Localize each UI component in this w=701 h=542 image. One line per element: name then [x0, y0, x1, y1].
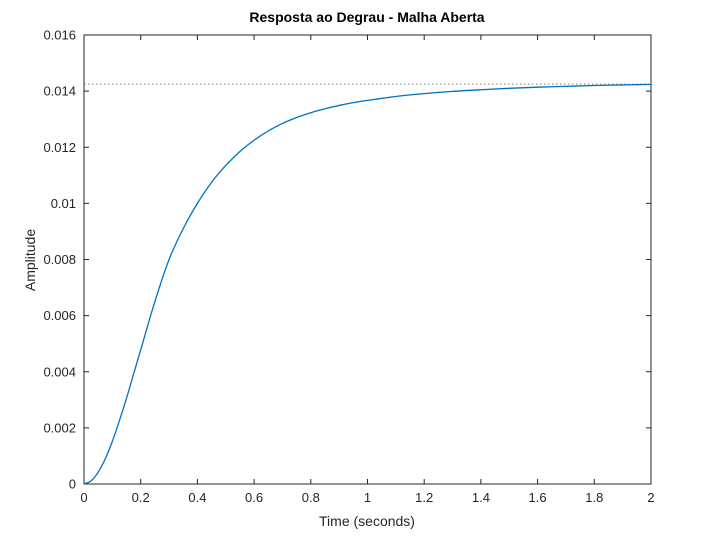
y-tick-label: 0.008 — [43, 252, 76, 267]
y-tick-label: 0 — [69, 477, 76, 492]
x-tick-label: 0.2 — [132, 490, 150, 505]
x-axis-ticks: 0 0.2 0.4 0.6 0.8 1 1.2 1.4 1.6 1.8 2 — [80, 35, 655, 505]
y-tick-label: 0.014 — [43, 84, 76, 99]
x-tick-label: 0 — [80, 490, 87, 505]
x-tick-label: 2 — [647, 490, 654, 505]
y-axis-title: Amplitude — [22, 229, 38, 291]
x-tick-label: 0.8 — [302, 490, 320, 505]
y-tick-label: 0.016 — [43, 28, 76, 43]
x-tick-label: 1.2 — [415, 490, 433, 505]
y-tick-label: 0.012 — [43, 140, 76, 155]
chart-title: Resposta ao Degrau - Malha Aberta — [249, 9, 484, 25]
y-axis-ticks: 0 0.002 0.004 0.006 0.008 0.01 0.012 0.014 0.016 — [43, 28, 651, 492]
x-tick-label: 0.6 — [245, 490, 263, 505]
x-tick-label: 1.4 — [472, 490, 490, 505]
x-axis-title: Time (seconds) — [319, 513, 415, 529]
step-response-line — [83, 83, 652, 485]
x-tick-label: 1.8 — [585, 490, 603, 505]
x-tick-label: 0.4 — [188, 490, 206, 505]
x-tick-label: 1.6 — [529, 490, 547, 505]
y-tick-label: 0.004 — [43, 364, 76, 379]
y-tick-label: 0.002 — [43, 420, 76, 435]
y-tick-label: 0.006 — [43, 308, 76, 323]
y-tick-label: 0.01 — [51, 196, 76, 211]
axes-box — [83, 34, 652, 485]
x-tick-label: 1 — [364, 490, 371, 505]
